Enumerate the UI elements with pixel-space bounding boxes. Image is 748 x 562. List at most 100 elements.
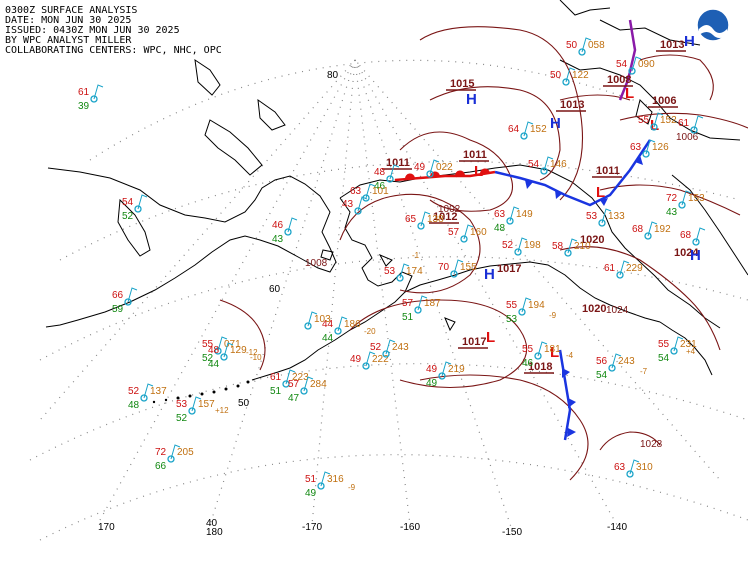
- wind-barb: [287, 217, 298, 233]
- center-value: 1017: [462, 336, 486, 348]
- station-temperature: 55: [638, 115, 650, 126]
- header-line4: BY WPC ANALYST MILLER: [5, 35, 132, 46]
- station-pressure: 152: [660, 115, 677, 126]
- isobar-labels: 1008 1006 1002 1024: [305, 132, 699, 316]
- station-dewpoint: 54: [596, 370, 608, 381]
- station-pressure: 198: [524, 240, 541, 251]
- wind-barb: [307, 311, 318, 327]
- warm-front: [394, 170, 496, 182]
- isobar-label: 1002: [438, 204, 461, 215]
- center-value: 1008: [607, 74, 631, 86]
- station-circle: [518, 308, 526, 316]
- station-circle: [382, 350, 390, 358]
- isobar-label: 1024: [606, 305, 629, 316]
- station-pressure: 122: [572, 70, 589, 81]
- station-plot: 50 058: [566, 37, 605, 56]
- station-plot: 55 53 194: [506, 297, 545, 325]
- wind-barb: [509, 206, 520, 222]
- station-temperature: 63: [494, 209, 506, 220]
- station-circle: [90, 95, 98, 103]
- station-plot: 65 138: [405, 211, 444, 230]
- station-temperature: 44: [322, 319, 334, 330]
- station-circle: [628, 67, 636, 75]
- station-temperature: 52: [128, 386, 140, 397]
- station-pressure: 090: [638, 59, 655, 70]
- tendency: -10: [250, 353, 262, 362]
- station-circle: [438, 372, 446, 380]
- tendency: -4: [566, 351, 574, 360]
- station-plot: 56 54 243: [596, 353, 635, 381]
- station-pressure: 149: [516, 209, 533, 220]
- station-circle: [534, 352, 542, 360]
- tendency: +12: [215, 406, 229, 415]
- station-circle: [460, 235, 468, 243]
- station-circle: [354, 207, 362, 215]
- wind-barb: [629, 459, 640, 475]
- station-circle: [650, 123, 658, 131]
- wind-barb: [365, 351, 376, 367]
- station-plot: 63 101: [350, 183, 389, 202]
- station-temperature: 48: [374, 167, 386, 178]
- high-pressure-symbol: H: [684, 33, 695, 50]
- station-temperature: 56: [596, 356, 608, 367]
- wind-barb: [581, 37, 592, 53]
- station-circle: [520, 132, 528, 140]
- station-temperature: 55: [658, 339, 670, 350]
- low-pressure-symbol: L: [596, 184, 605, 201]
- station-circle: [300, 387, 308, 395]
- station-circle: [188, 407, 196, 415]
- station-plot: 63 48 149: [494, 206, 533, 234]
- station-temperature: 54: [616, 59, 628, 70]
- station-temperature: 68: [632, 224, 644, 235]
- station-dewpoint: 46: [522, 358, 534, 369]
- wind-barb: [337, 316, 348, 332]
- wind-barb: [191, 396, 202, 412]
- station-circle: [304, 322, 312, 330]
- station-dewpoint: 49: [305, 488, 317, 499]
- station-dewpoint: 43: [272, 234, 284, 245]
- wind-barb: [567, 238, 578, 254]
- station-circle: [692, 238, 700, 246]
- lon-m150-label: -150: [502, 527, 522, 538]
- wind-barb: [693, 115, 704, 131]
- station-pressure: 153: [688, 193, 705, 204]
- center-value: 1024: [674, 247, 699, 259]
- lon-m170-label: -170: [302, 522, 322, 533]
- wind-barb: [320, 471, 331, 487]
- station-plot: 57 51 187: [402, 295, 441, 323]
- station-circle: [670, 347, 678, 355]
- station-temperature: 57: [288, 379, 300, 390]
- station-dewpoint: 47: [288, 393, 300, 404]
- center-value: 1012: [433, 211, 457, 223]
- station-plot: 57 47 284: [288, 376, 327, 404]
- cold-front-south: [558, 349, 572, 441]
- station-pressure: 222: [372, 354, 389, 365]
- wind-barb: [127, 287, 138, 303]
- station-plot: 49 022: [414, 159, 453, 178]
- station-temperature: 48: [208, 345, 220, 356]
- wind-barb: [543, 156, 554, 172]
- wind-barb: [389, 164, 400, 180]
- wind-barb: [647, 221, 658, 237]
- station-circle: [362, 194, 370, 202]
- station-temperature: 61: [678, 118, 690, 129]
- wind-barb: [170, 444, 181, 460]
- isobar-label: 1006: [676, 132, 699, 143]
- station-circle: [362, 362, 370, 370]
- station-pressure: 152: [530, 124, 547, 135]
- lat-50-label: 50: [238, 398, 250, 409]
- isobar-label: 1008: [305, 258, 328, 269]
- station-circle: [426, 170, 434, 178]
- station-temperature: 49: [414, 162, 426, 173]
- lon-170-label: 170: [98, 522, 115, 533]
- station-temperature: 68: [680, 230, 692, 241]
- header-line3: ISSUED: 0430Z MON JUN 30 2025: [5, 25, 180, 36]
- station-pressure: 243: [392, 342, 409, 353]
- wind-barb: [420, 211, 431, 227]
- wind-barb: [521, 297, 532, 313]
- center-value: 1013: [560, 99, 584, 111]
- header-line5: COLLABORATING CENTERS: WPC, NHC, OPC: [5, 45, 222, 56]
- station-circle: [626, 470, 634, 478]
- lat-60-label: 60: [269, 284, 281, 295]
